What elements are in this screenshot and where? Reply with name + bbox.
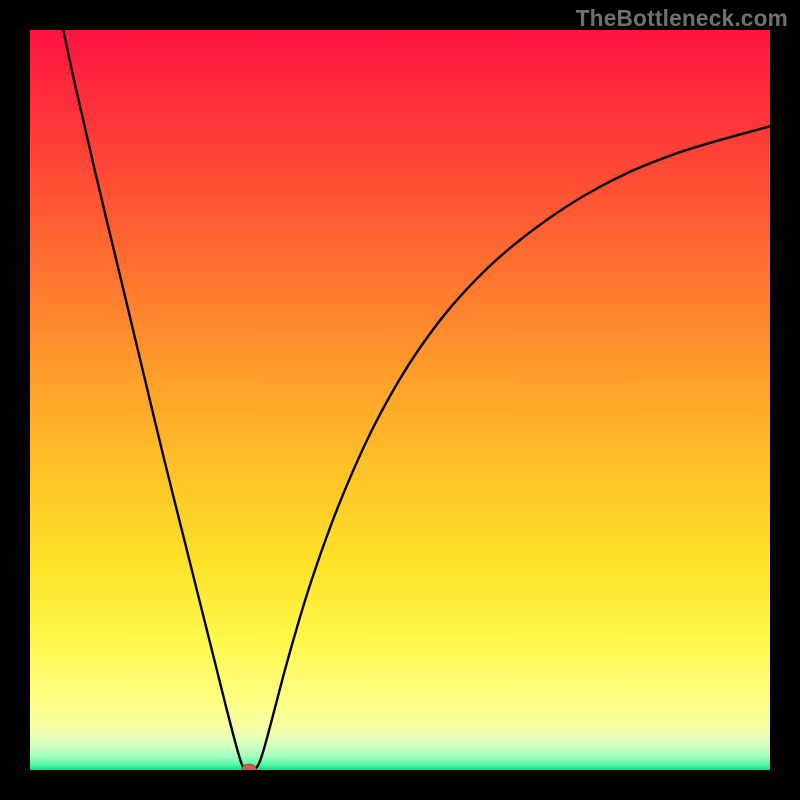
plot-area <box>30 30 770 770</box>
bottleneck-curve <box>63 30 770 770</box>
chart-svg <box>30 30 770 770</box>
attribution-text: TheBottleneck.com <box>576 5 788 32</box>
chart-frame: TheBottleneck.com <box>0 0 800 800</box>
optimal-point-marker <box>242 764 257 770</box>
